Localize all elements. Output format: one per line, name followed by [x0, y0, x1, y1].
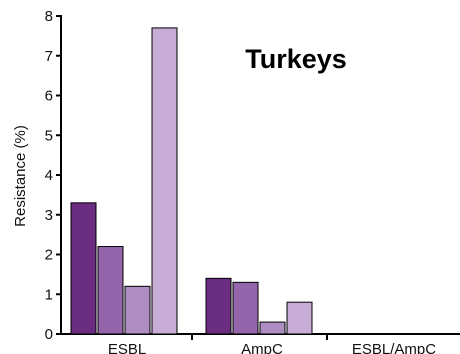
y-tick-label: 4 [45, 167, 53, 184]
bar [70, 202, 97, 335]
y-tick-label: 7 [45, 48, 53, 65]
x-tick-label: ESBL/AmpC [352, 341, 436, 354]
x-tick-label: ESBL [108, 341, 146, 354]
plot-area: 0 1 2 3 4 5 6 7 8 ESBL AmpC ESBL/AmpC [45, 8, 460, 354]
y-tick-label: 1 [45, 286, 53, 303]
bar [124, 285, 151, 335]
bar [97, 246, 124, 335]
bar [205, 277, 232, 335]
bar [286, 301, 313, 335]
y-tick-label: 0 [45, 326, 53, 343]
y-tick-label: 3 [45, 207, 53, 224]
bar [151, 27, 178, 335]
y-tick-label: 2 [45, 247, 53, 264]
bar [259, 321, 286, 335]
x-tick-label: AmpC [241, 341, 283, 354]
chart-title: Turkeys [245, 44, 347, 74]
y-tick-label: 6 [45, 88, 53, 105]
y-axis-title: Resistance (%) [12, 125, 29, 227]
y-tick-label: 8 [45, 8, 53, 25]
bar [232, 281, 259, 335]
y-tick-label: 5 [45, 127, 53, 144]
